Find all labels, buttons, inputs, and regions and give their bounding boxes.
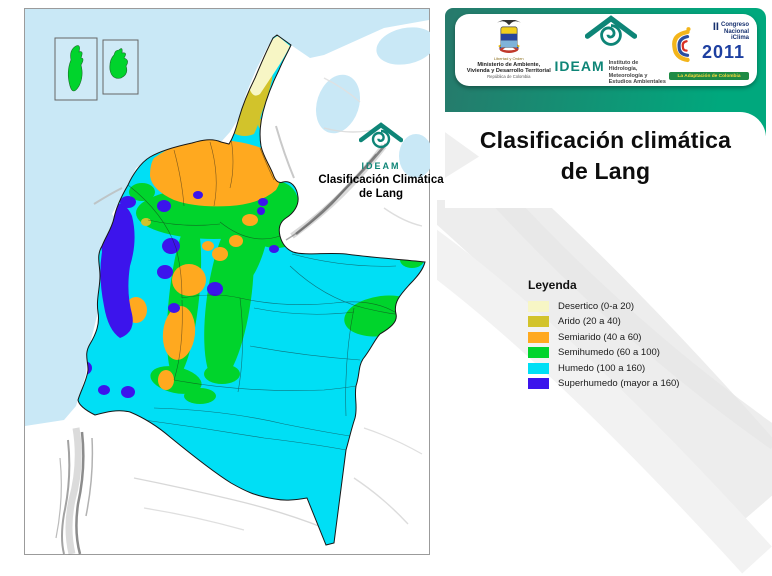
colombia-climate-map: IDEAM Clasificación Climática de Lang [24,8,444,555]
ministry-country: República de Colombia [487,74,531,80]
congress-roman-numeral: II [712,21,719,33]
map-canvas [24,8,436,555]
page-title: Clasificación climática de Lang [445,112,766,187]
legend-label: Semihumedo (60 a 100) [558,347,660,359]
department-boundaries [127,131,399,451]
header-band: Libertad y Orden Ministerio de Ambiente,… [445,8,766,136]
legend-label: Humedo (100 a 160) [558,362,646,374]
island-insets [54,37,139,101]
ideam-desc-line1: Instituto de Hidrología, [608,59,639,73]
map-ideam-label: IDEAM [361,161,401,171]
legend-swatch-semiarido [528,331,549,343]
map-title-overlay: IDEAM Clasificación Climática de Lang [316,122,446,201]
legend-rows: Desertico (0-a 20) Arido (20 a 40) Semia… [528,301,743,389]
page-title-line2: de Lang [560,158,651,184]
congress-banner: La Adaptación de Colombia [669,72,749,80]
ministry-logo: Libertad y Orden Ministerio de Ambiente,… [463,19,555,80]
congress-line3: iClima [730,35,749,42]
legend-label: Arido (20 a 40) [558,316,621,328]
ideam-desc-line2: Meteorología y [608,72,648,79]
page-title-line1: Clasificación climática [479,127,732,153]
congress-line1: Congreso [720,22,749,28]
ideam-house-icon [584,15,637,46]
legend-label: Desertico (0-a 20) [558,301,635,312]
congress-swirl-icon [672,27,691,63]
legend-label: Superhumedo (mayor a 160) [558,377,680,389]
congress-title: II Congreso Nacional iClima [713,22,749,42]
legend-swatch-superhumedo [528,377,549,389]
ideam-desc-line3: Estudios Ambientales [608,78,666,85]
map-overlay-title-line1: Clasificación Climática [318,174,444,186]
legend-item: Desertico (0-a 20) [528,301,743,312]
ministry-name-line1: Ministerio de Ambiente, [477,61,541,68]
legend-item: Humedo (100 a 160) [528,362,743,374]
zone-desertico [248,36,290,96]
terrain-relief [55,77,423,555]
legend-item: Semihumedo (60 a 100) [528,347,743,359]
legend-heading: Leyenda [528,278,577,292]
legend-swatch-arido [528,316,549,328]
ministry-name-line2: Vivienda y Desarrollo Territorial [466,68,551,74]
ideam-description: Instituto de Hidrología, Meteorología y … [609,60,667,85]
legend-item: Superhumedo (mayor a 160) [528,377,743,389]
legend-swatch-desertico [528,301,549,312]
congress-title-stack: Congreso Nacional iClima [721,22,749,42]
logo-bar: Libertad y Orden Ministerio de Ambiente,… [455,14,757,86]
legend-swatch-semihumedo [528,347,549,359]
ideam-logo: IDEAM Instituto de Hidrología, Meteorolo… [555,15,668,85]
congress-line2: Nacional [723,28,749,35]
title-card: Clasificación climática de Lang [445,112,766,208]
legend-swatch-humedo [528,362,549,374]
legend-label: Semiarido (40 a 60) [558,331,642,343]
legend-item: Semiarido (40 a 60) [528,331,743,343]
congress-logo: II Congreso Nacional iClima 2011 La Adap… [667,17,749,83]
legend-item: Arido (20 a 40) [528,316,743,328]
ideam-house-icon [358,122,404,149]
ideam-name: IDEAM [554,57,605,74]
legend: Leyenda Desertico (0-a 20) Arido (20 a 4… [528,278,743,393]
map-overlay-title-line2: de Lang [358,187,404,200]
colombia-coat-of-arms-icon [496,19,521,54]
ministry-motto: Libertad y Orden [493,56,524,62]
congress-year: 2011 [701,42,745,62]
